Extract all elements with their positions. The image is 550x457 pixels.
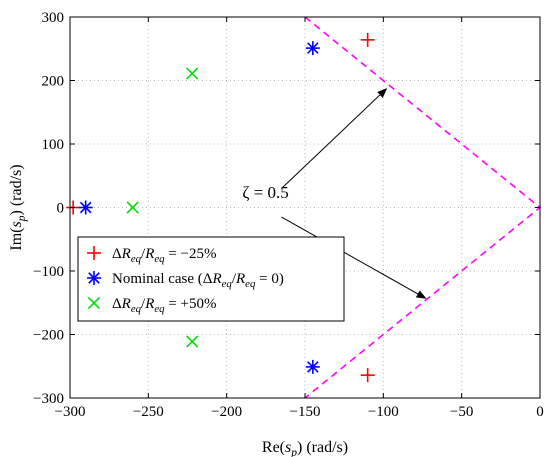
x-tick-label: −250 xyxy=(133,404,164,420)
y-tick-label: −200 xyxy=(33,328,64,344)
x-tick-label: −100 xyxy=(368,404,399,420)
y-tick-label: 300 xyxy=(42,10,65,26)
data-point-plus xyxy=(360,368,375,383)
data-point-plus xyxy=(360,32,375,47)
y-tick-label: 0 xyxy=(57,201,65,217)
x-axis-label: Re(sp) (rad/s) xyxy=(262,439,348,457)
data-points xyxy=(66,32,375,383)
x-tick-label: −150 xyxy=(290,404,321,420)
legend-entry: Nominal case (ΔReq/Req = 0) xyxy=(112,271,284,290)
y-tick-label: −300 xyxy=(33,391,64,407)
legend-marker-plus xyxy=(87,246,101,260)
y-tick-label: 200 xyxy=(42,74,65,90)
legend-entry: ΔReq/Req = −25% xyxy=(112,246,217,265)
annotation-text: ζ = 0.5 xyxy=(242,183,288,202)
data-point-x xyxy=(186,67,199,80)
x-tick-label: −50 xyxy=(450,404,473,420)
legend: ΔReq/Req = −25% Nominal case (ΔReq/Req = … xyxy=(77,236,345,322)
legend-marker-asterisk xyxy=(87,271,101,285)
y-tick-label: −100 xyxy=(33,264,64,280)
legend-marker-x xyxy=(87,296,101,310)
plot-frame xyxy=(69,16,541,399)
annotation-arrow xyxy=(281,216,427,299)
y-tick-label: 100 xyxy=(42,137,65,153)
data-point-asterisk xyxy=(78,200,93,215)
annotation-arrow xyxy=(281,88,388,189)
x-tick-label: −200 xyxy=(211,404,242,420)
x-tick-label: −300 xyxy=(55,404,86,420)
data-point-x xyxy=(186,335,199,348)
axes: −300 −250 −200 −150 −100 −50 0 −300 −200 −100 0 100… xyxy=(8,10,544,457)
legend-box xyxy=(77,236,345,322)
data-point-x xyxy=(126,201,139,214)
legend-entry: ΔReq/Req = +50% xyxy=(112,296,217,315)
data-point-asterisk xyxy=(305,41,320,56)
x-tick-label: 0 xyxy=(536,404,544,420)
annotation: ζ = 0.5 xyxy=(242,88,427,299)
y-axis-label: Im(sp) (rad/s) xyxy=(8,164,28,250)
grid xyxy=(70,17,540,398)
data-point-asterisk xyxy=(305,359,320,374)
